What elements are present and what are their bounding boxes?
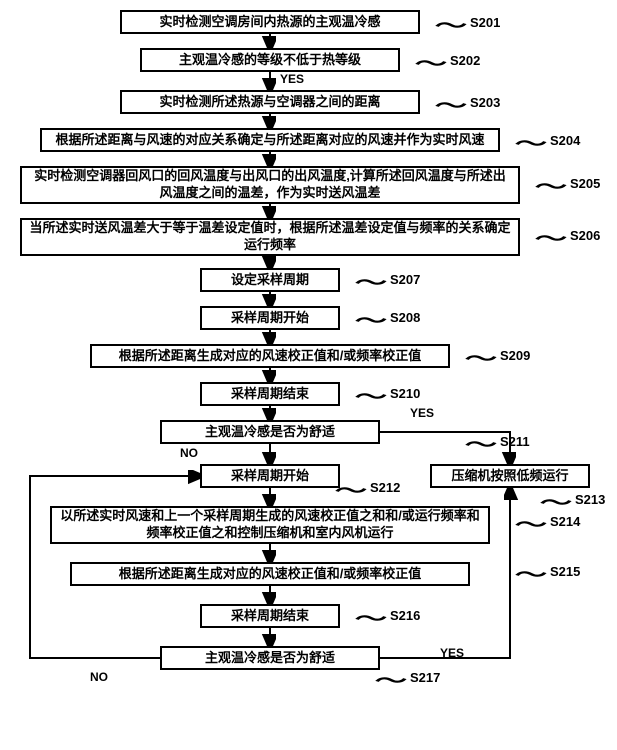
flowchart-box-s213: 压缩机按照低频运行 — [430, 464, 590, 488]
edge-text-yes1: YES — [280, 72, 304, 86]
flowchart-box-s208: 采样周期开始 — [200, 306, 340, 330]
step-label-s208: S208 — [390, 310, 420, 325]
tilde-s203: 〜 — [435, 92, 467, 118]
flowchart-box-s217: 主观温冷感是否为舒适 — [160, 646, 380, 670]
step-label-s205: S205 — [570, 176, 600, 191]
edge-text-yes3: YES — [440, 646, 464, 660]
tilde-s205: 〜 — [535, 173, 567, 199]
flowchart-box-s209: 根据所述距离生成对应的风速校正值和/或频率校正值 — [90, 344, 450, 368]
tilde-s210: 〜 — [355, 383, 387, 409]
flowchart-box-s210: 采样周期结束 — [200, 382, 340, 406]
flowchart-box-s201: 实时检测空调房间内热源的主观温冷感 — [120, 10, 420, 34]
flowchart-box-s211: 主观温冷感是否为舒适 — [160, 420, 380, 444]
flowchart-box-s214: 以所述实时风速和上一个采样周期生成的风速校正值之和和/或运行频率和频率校正值之和… — [50, 506, 490, 544]
connector-lines — [10, 10, 607, 740]
step-label-s203: S203 — [470, 95, 500, 110]
flowchart-box-s215: 根据所述距离生成对应的风速校正值和/或频率校正值 — [70, 562, 470, 586]
step-label-s206: S206 — [570, 228, 600, 243]
flowchart-box-s216: 采样周期结束 — [200, 604, 340, 628]
step-label-s201: S201 — [470, 15, 500, 30]
tilde-s217: 〜 — [375, 667, 407, 693]
step-label-s207: S207 — [390, 272, 420, 287]
tilde-s202: 〜 — [415, 50, 447, 76]
tilde-s209: 〜 — [465, 345, 497, 371]
tilde-s215: 〜 — [515, 561, 547, 587]
step-label-s215: S215 — [550, 564, 580, 579]
flowchart-box-s206: 当所述实时送风温差大于等于温差设定值时，根据所述温差设定值与频率的关系确定运行频… — [20, 218, 520, 256]
step-label-s209: S209 — [500, 348, 530, 363]
step-label-s214: S214 — [550, 514, 580, 529]
step-label-s216: S216 — [390, 608, 420, 623]
flowchart-container: 实时检测空调房间内热源的主观温冷感〜S201主观温冷感的等级不低于热等级〜S20… — [10, 10, 607, 740]
flowchart-box-s205: 实时检测空调器回风口的回风温度与出风口的出风温度,计算所述回风温度与所述出风温度… — [20, 166, 520, 204]
edge-text-no2: NO — [90, 670, 108, 684]
step-label-s202: S202 — [450, 53, 480, 68]
flowchart-box-s203: 实时检测所述热源与空调器之间的距离 — [120, 90, 420, 114]
step-label-s210: S210 — [390, 386, 420, 401]
flowchart-box-s204: 根据所述距离与风速的对应关系确定与所述距离对应的风速并作为实时风速 — [40, 128, 500, 152]
tilde-s206: 〜 — [535, 225, 567, 251]
step-label-s213: S213 — [575, 492, 605, 507]
flowchart-box-s202: 主观温冷感的等级不低于热等级 — [140, 48, 400, 72]
step-label-s204: S204 — [550, 133, 580, 148]
step-label-s212: S212 — [370, 480, 400, 495]
tilde-s214: 〜 — [515, 511, 547, 537]
tilde-s201: 〜 — [435, 12, 467, 38]
tilde-s204: 〜 — [515, 130, 547, 156]
step-label-s217: S217 — [410, 670, 440, 685]
tilde-s207: 〜 — [355, 269, 387, 295]
flowchart-box-s212: 采样周期开始 — [200, 464, 340, 488]
edge-text-yes2: YES — [410, 406, 434, 420]
tilde-s216: 〜 — [355, 605, 387, 631]
step-label-s211: S211 — [500, 434, 530, 449]
tilde-s212: 〜 — [335, 477, 367, 503]
flowchart-box-s207: 设定采样周期 — [200, 268, 340, 292]
edge-text-no1: NO — [180, 446, 198, 460]
tilde-s211: 〜 — [465, 431, 497, 457]
tilde-s208: 〜 — [355, 307, 387, 333]
